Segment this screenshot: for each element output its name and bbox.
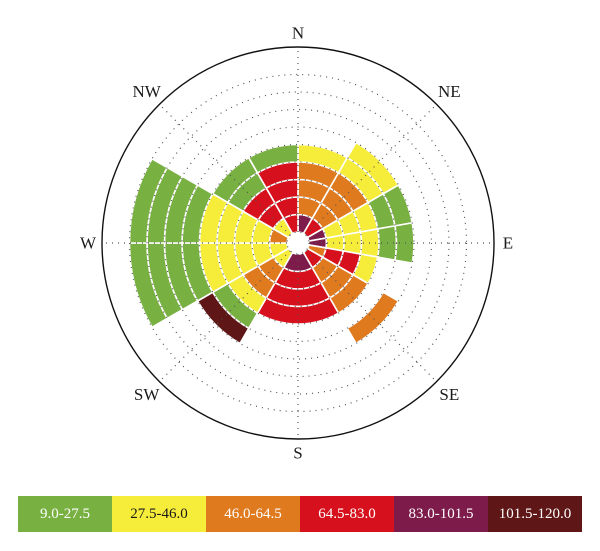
direction-label-n: N (292, 24, 304, 43)
wind-rose-outer-circle (101, 46, 495, 440)
direction-label-s: S (293, 444, 302, 463)
wind-rose-sectors (128, 141, 415, 345)
direction-labels: N NE E SE S SW W NW (80, 24, 513, 463)
grid-ring-5 (198, 143, 398, 343)
sector-5-ring-5 (394, 221, 415, 265)
legend-item-1: 9.0-27.5 (18, 496, 112, 532)
grid-spoke-SE (305, 250, 438, 383)
grid-ring-1 (268, 213, 328, 273)
direction-label-e: E (503, 234, 513, 253)
speed-legend: 9.0-27.5 27.5-46.0 46.0-64.5 64.5-83.0 83.0-… (18, 496, 582, 532)
grid-ring-4 (216, 161, 380, 325)
wind-rose-grid (102, 47, 494, 439)
direction-label-ne: NE (438, 82, 461, 101)
grid-spoke-SW (158, 250, 291, 383)
legend-item-3: 46.0-64.5 (206, 496, 300, 532)
grid-ring-9 (128, 73, 468, 413)
grid-spoke-NW (158, 103, 291, 236)
direction-label-nw: NW (133, 82, 162, 101)
grid-ring-6 (181, 126, 415, 360)
grid-ring-8 (146, 91, 450, 395)
direction-label-sw: SW (134, 385, 160, 404)
legend-item-2: 27.5-46.0 (112, 496, 206, 532)
legend-item-5: 83.0-101.5 (394, 496, 488, 532)
grid-ring-7 (163, 108, 433, 378)
legend-item-6: 101.5-120.0 (488, 496, 582, 532)
grid-spoke-NE (305, 103, 438, 236)
wind-rose-chart: N NE E SE S SW W NW (80, 24, 513, 463)
legend-item-4: 64.5-83.0 (300, 496, 394, 532)
grid-ring-3 (233, 178, 363, 308)
grid-ring-2 (251, 196, 345, 290)
direction-label-w: W (80, 234, 97, 253)
direction-label-se: SE (439, 385, 459, 404)
